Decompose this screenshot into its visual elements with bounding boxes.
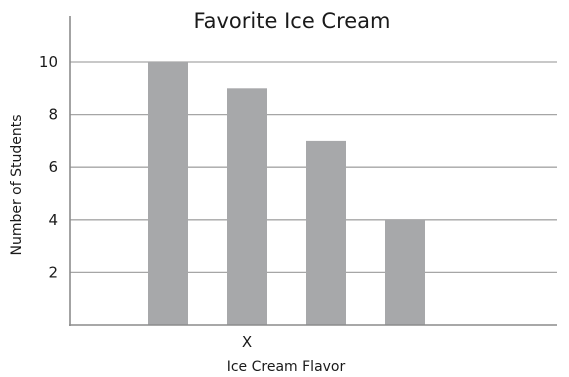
- y-tick-labels: 2 4 6 8 10: [39, 53, 58, 281]
- bar: [385, 219, 425, 325]
- bar: [306, 140, 346, 325]
- x-tick-label: X: [242, 333, 252, 351]
- bars: [148, 62, 425, 325]
- chart-title: Favorite Ice Cream: [193, 9, 390, 33]
- x-axis-label: Ice Cream Flavor: [227, 359, 346, 375]
- bar: [148, 62, 188, 325]
- y-tick-label: 6: [48, 158, 58, 176]
- y-tick-label: 4: [48, 211, 58, 229]
- bar: [227, 88, 267, 325]
- y-tick-label: 8: [48, 106, 58, 124]
- y-axis-label: Number of Students: [9, 114, 25, 255]
- y-tick-label: 10: [39, 53, 58, 71]
- y-tick-label: 2: [48, 263, 58, 281]
